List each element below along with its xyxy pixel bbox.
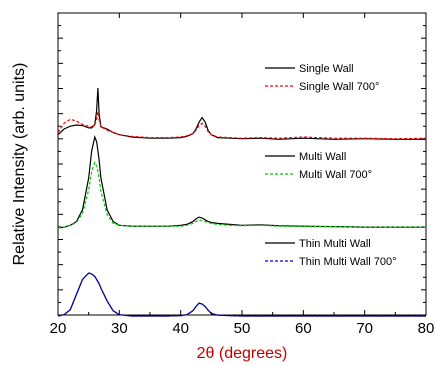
y-axis-ticks xyxy=(58,25,426,303)
x-tick-label: 80 xyxy=(418,320,435,337)
series-layer xyxy=(57,87,427,317)
x-tick-label: 20 xyxy=(50,320,67,337)
series-line xyxy=(57,111,427,140)
x-tick-label: 30 xyxy=(111,320,128,337)
legend-label: Single Wall xyxy=(299,63,354,75)
series-line xyxy=(57,134,426,229)
series-line xyxy=(57,87,426,140)
x-tick-label: 60 xyxy=(295,320,312,337)
series-line xyxy=(57,272,426,317)
legend-label: Thin Multi Wall 700° xyxy=(299,256,397,268)
x-tick-label: 40 xyxy=(172,320,189,337)
x-tick-label: 70 xyxy=(356,320,373,337)
legend-label: Multi Wall 700° xyxy=(299,169,372,181)
legend-label: Thin Multi Wall xyxy=(299,238,371,250)
legend-label: Multi Wall xyxy=(299,151,346,163)
x-axis-ticks: 20 30 40 50 60 70 80 xyxy=(50,13,435,337)
x-axis-title: 2θ (degrees) xyxy=(197,345,288,362)
legend-layer: Single Wall Single Wall 700° Multi Wall Mul… xyxy=(265,63,397,268)
plot-frame xyxy=(57,12,427,316)
series-line xyxy=(57,160,426,229)
series-line xyxy=(57,272,426,317)
x-tick-label: 50 xyxy=(234,320,251,337)
legend-label: Single Wall 700° xyxy=(299,81,379,93)
y-axis-title: Relative Intensity (arb. units) xyxy=(11,63,28,266)
